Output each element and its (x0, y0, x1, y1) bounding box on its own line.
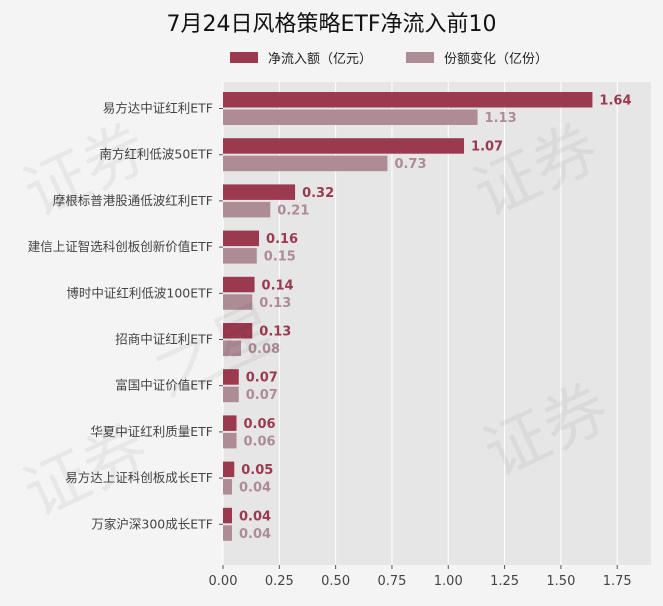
bar-share-change (223, 386, 239, 403)
data-label-share-change: 0.08 (248, 342, 280, 357)
x-tick-label: 1.50 (546, 574, 575, 589)
bar-share-change (223, 248, 257, 264)
bar-net-inflow (223, 369, 239, 385)
legend-label-share-change: 份额变化（亿份） (444, 52, 549, 67)
bar-share-change (223, 525, 233, 541)
category-label: 易方达中证红利ETF (103, 101, 213, 116)
x-tick-label: 0.00 (209, 574, 238, 589)
category-label: 建信上证智选科创板创新价值ETF (28, 239, 213, 254)
data-label-net-inflow: 0.16 (266, 232, 298, 247)
bar-share-change (223, 479, 233, 495)
data-label-share-change: 0.13 (259, 296, 291, 311)
category-label: 富国中证价值ETF (115, 378, 213, 393)
category-label: 招商中证红利ETF (115, 332, 213, 347)
legend-swatch-share-change (406, 52, 435, 63)
data-label-net-inflow: 0.05 (241, 463, 273, 478)
bar-net-inflow (223, 138, 465, 154)
data-label-net-inflow: 0.13 (259, 325, 291, 340)
bar-net-inflow (223, 461, 235, 478)
plot-area (223, 82, 651, 565)
data-label-share-change: 0.07 (246, 388, 278, 403)
data-label-share-change: 0.15 (264, 250, 296, 265)
legend-swatch-net-inflow (230, 52, 258, 63)
bar-net-inflow (223, 230, 260, 247)
bar-net-inflow (223, 415, 237, 431)
chart-title: 7月24日风格策略ETF净流入前10 (166, 12, 497, 37)
data-label-net-inflow: 0.07 (246, 371, 278, 386)
bar-net-inflow (223, 92, 593, 108)
bar-share-change (223, 201, 271, 218)
data-label-share-change: 0.21 (277, 203, 309, 218)
data-label-share-change: 0.73 (394, 157, 426, 172)
data-label-net-inflow: 0.32 (302, 186, 334, 201)
data-label-net-inflow: 0.06 (244, 417, 276, 432)
category-label: 华夏中证红利质量ETF (90, 424, 213, 439)
category-label: 易方达上证科创板成长ETF (65, 470, 213, 485)
bar-net-inflow (223, 184, 296, 200)
data-label-net-inflow: 0.04 (239, 509, 271, 524)
x-tick-label: 1.25 (490, 574, 519, 589)
data-label-net-inflow: 1.07 (471, 140, 503, 155)
category-label: 万家沪深300成长ETF (91, 516, 213, 531)
x-tick-label: 1.00 (434, 574, 463, 589)
data-label-share-change: 0.04 (239, 481, 271, 496)
bar-share-change (223, 294, 253, 310)
legend: 净流入额（亿元） 份额变化（亿份） (230, 48, 582, 67)
bar-net-inflow (223, 323, 253, 339)
x-tick-label: 0.75 (377, 574, 406, 589)
data-label-share-change: 0.06 (244, 434, 276, 449)
bar-net-inflow (223, 276, 255, 293)
data-label-net-inflow: 0.14 (262, 278, 294, 293)
bar-net-inflow (223, 507, 233, 524)
x-tick-label: 0.50 (321, 574, 350, 589)
legend-label-net-inflow: 净流入额（亿元） (268, 52, 373, 67)
bar-share-change (223, 432, 237, 449)
data-label-net-inflow: 1.64 (599, 94, 631, 109)
legend-item-net-inflow: 净流入额（亿元） (230, 48, 372, 67)
legend-item-share-change: 份额变化（亿份） (406, 48, 548, 67)
category-label: 摩根标普港股通低波红利ETF (53, 193, 213, 208)
bar-share-change (223, 340, 242, 356)
bar-share-change (223, 155, 388, 172)
category-label: 博时中证红利低波100ETF (66, 285, 213, 300)
data-label-share-change: 1.13 (485, 111, 517, 126)
data-label-share-change: 0.04 (239, 527, 271, 542)
x-tick-label: 1.75 (603, 574, 632, 589)
x-tick-label: 0.25 (265, 574, 294, 589)
bar-share-change (223, 109, 478, 125)
category-label: 南方红利低波50ETF (99, 147, 213, 162)
